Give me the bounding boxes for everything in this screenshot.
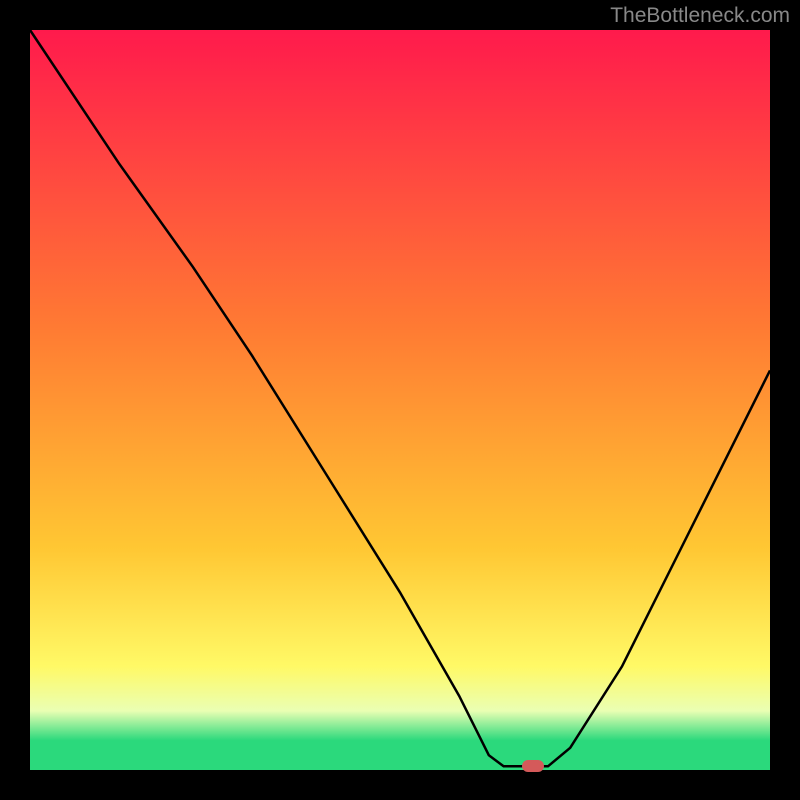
optimal-marker	[522, 760, 544, 772]
plot-background-gradient	[30, 30, 770, 770]
watermark-text: TheBottleneck.com	[610, 4, 790, 28]
chart-container: TheBottleneck.com	[0, 0, 800, 800]
